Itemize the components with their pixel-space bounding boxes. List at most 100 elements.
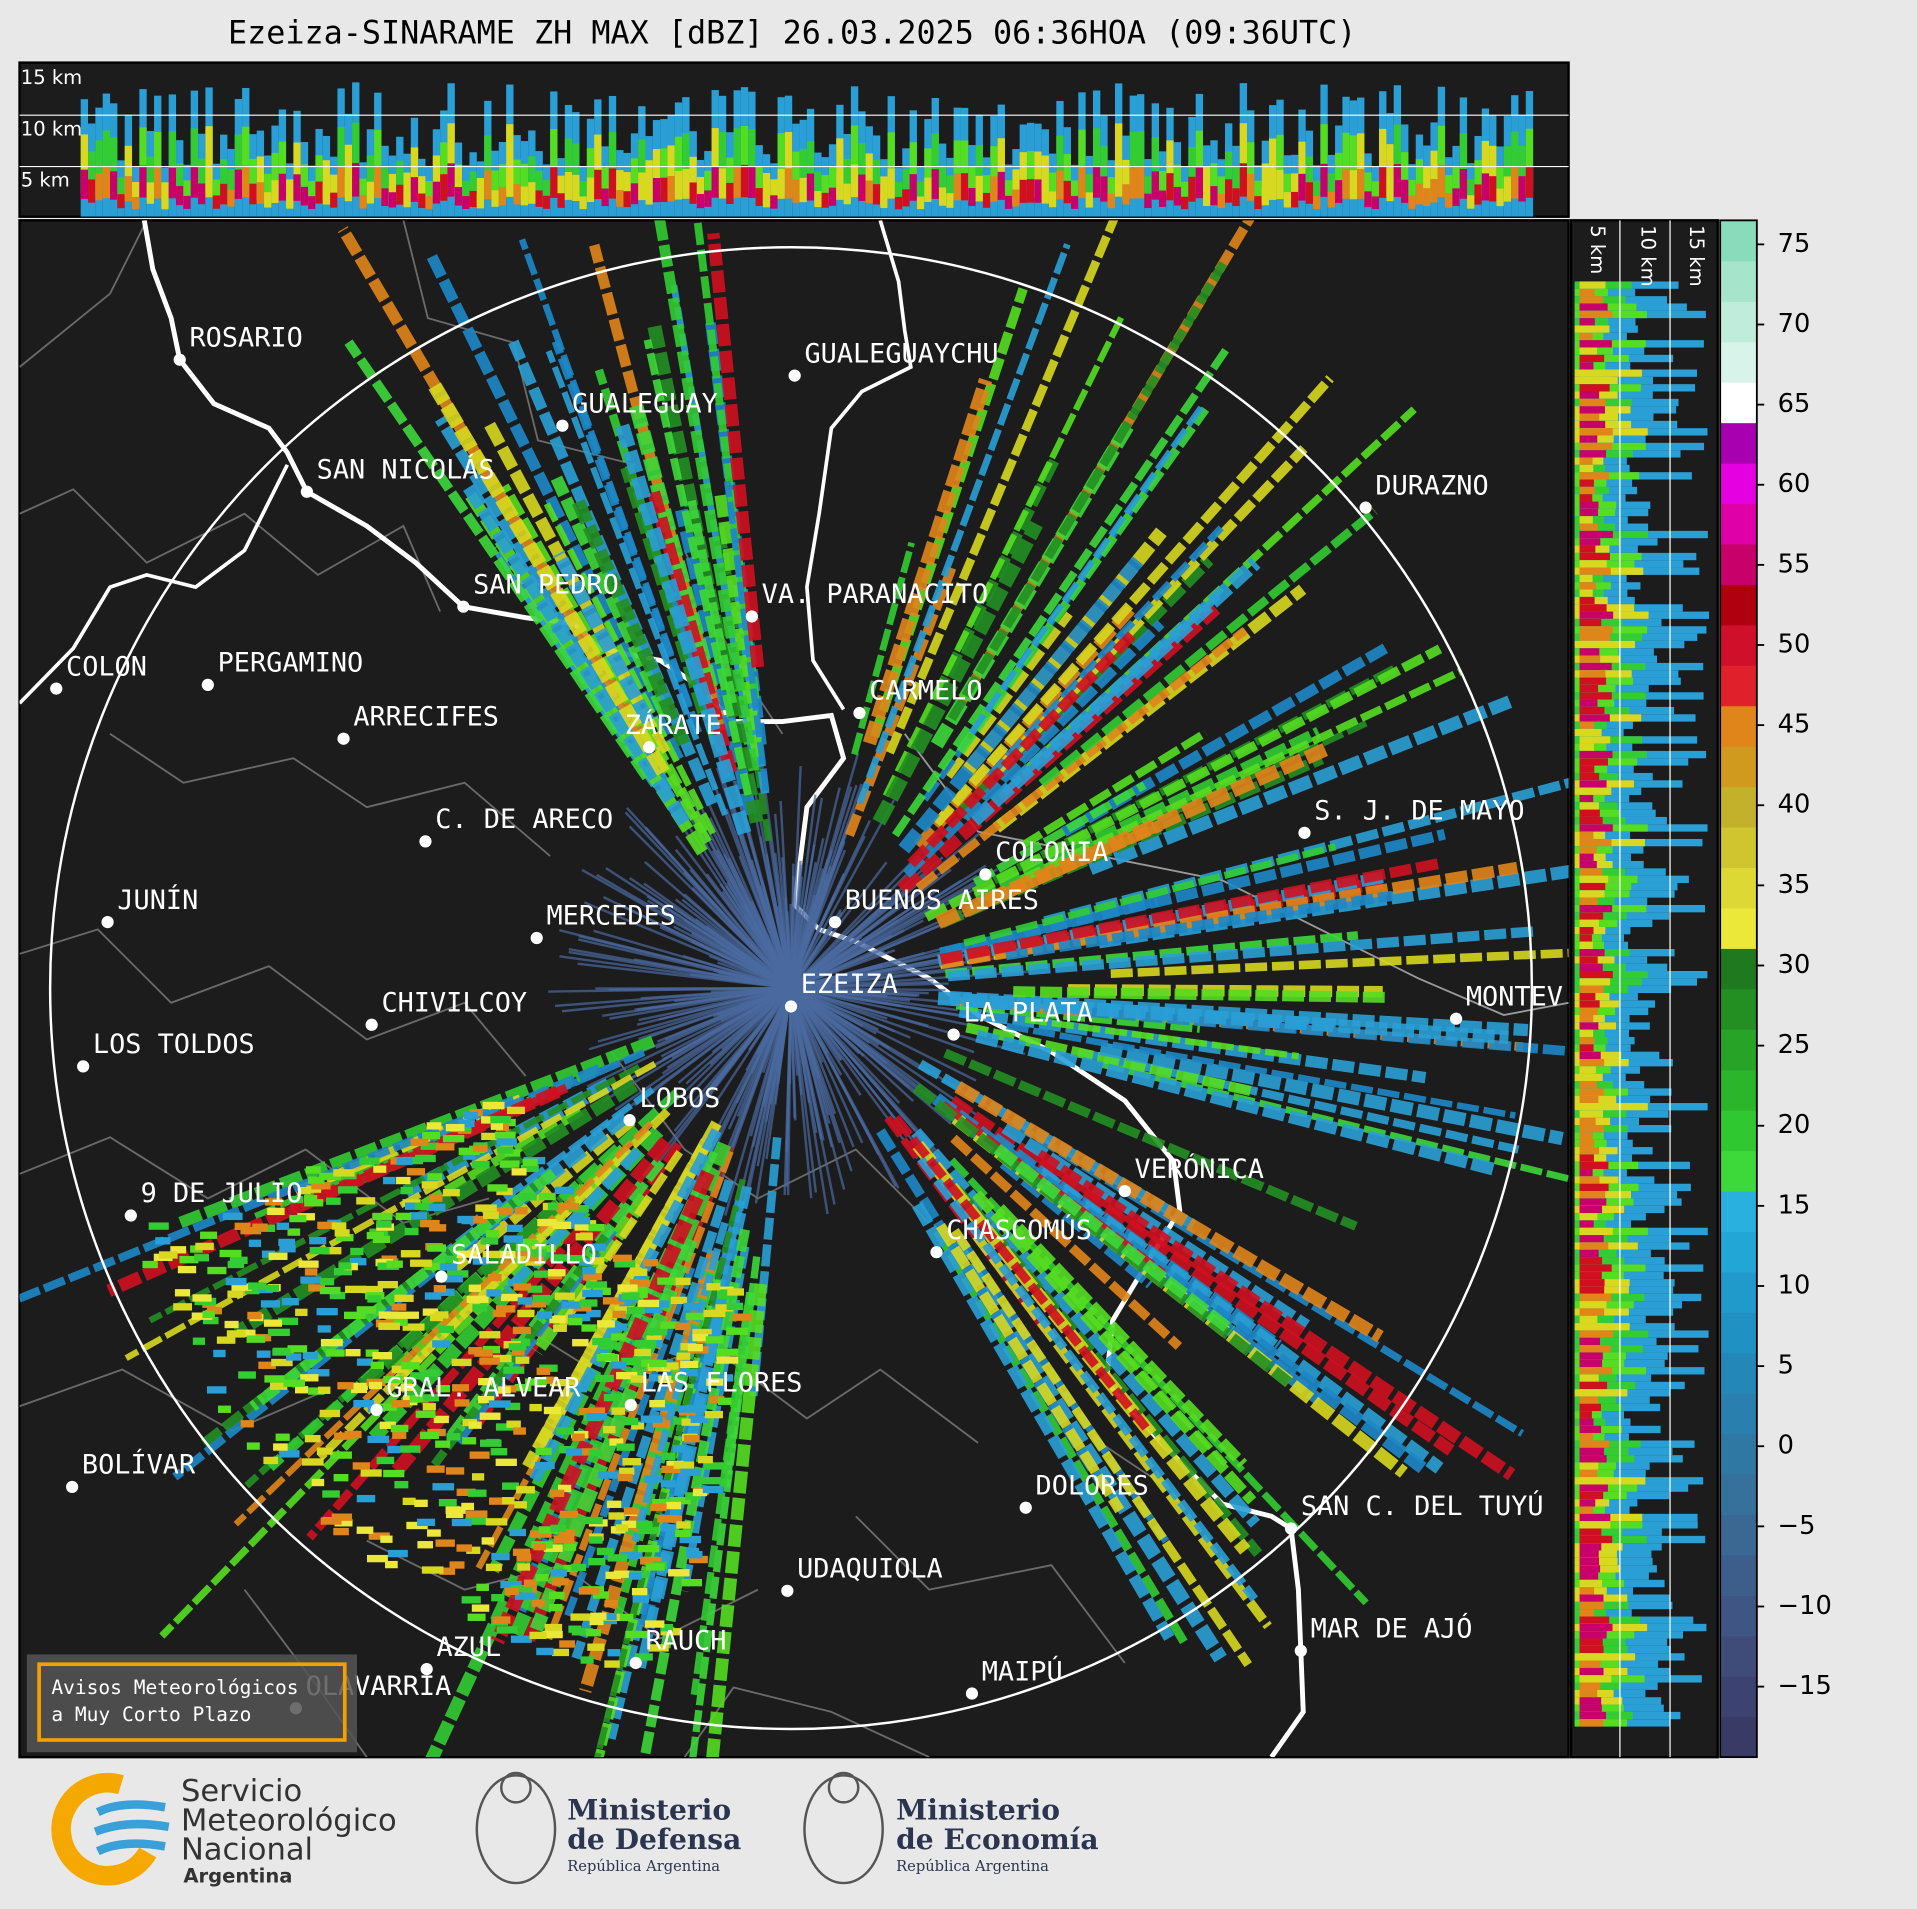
echo-cell (495, 1458, 517, 1466)
echo-cell (622, 1458, 642, 1466)
echo-cell (492, 1616, 511, 1624)
echo-ray (467, 1086, 655, 1227)
echo-ray (933, 375, 1334, 827)
smn-logo: Servicio Meteorológico Nacional Argentin… (51, 1773, 397, 1887)
echo-column (1078, 166, 1086, 199)
echo-column (1401, 179, 1409, 203)
city-dot (781, 1584, 794, 1597)
echo-column (227, 169, 235, 204)
echo-cell (579, 1258, 593, 1266)
notice-box[interactable] (37, 1662, 347, 1742)
echo-row (1579, 494, 1593, 502)
city-label: VERÓNICA (1135, 1153, 1264, 1185)
clutter (636, 986, 792, 1026)
echo-row (1579, 1601, 1605, 1610)
echo-cell (692, 1328, 712, 1337)
colorbar-band (1720, 1676, 1757, 1718)
echo-column (1239, 123, 1248, 190)
echo-column (1151, 171, 1160, 200)
echo-cell (561, 1301, 581, 1309)
echo-column (1254, 196, 1262, 209)
city-label: RAUCH (646, 1626, 727, 1657)
echo-cell (532, 1294, 551, 1303)
echo-column (1019, 152, 1027, 199)
echo-cell (426, 1465, 445, 1473)
echo-cell (503, 1235, 523, 1243)
echo-cell (582, 1289, 603, 1298)
echo-cell (550, 1569, 567, 1577)
echo-cell (322, 1247, 342, 1255)
echo-cell (583, 1273, 602, 1281)
echo-cell (370, 1361, 384, 1370)
notice-text: a Muy Corto Plazo (51, 1703, 251, 1726)
echo-column (1048, 172, 1057, 205)
colorbar-band (1720, 1231, 1757, 1273)
echo-row (1579, 758, 1608, 766)
clutter (790, 986, 902, 1008)
echo-row (1579, 993, 1596, 1001)
city-dot (947, 1028, 960, 1041)
echo-cell (261, 1250, 276, 1258)
colorbar-band (1720, 907, 1757, 949)
echo-ray (947, 926, 1535, 982)
city-label: ROSARIO (189, 322, 302, 353)
echo-cell (439, 1325, 454, 1334)
echo-cell (158, 1251, 178, 1259)
echo-column (484, 170, 492, 200)
echo-cell (375, 1403, 397, 1411)
echo-cell (649, 1359, 667, 1368)
echo-cell (652, 1498, 670, 1507)
clutter (674, 986, 792, 1003)
echo-cell (236, 1329, 256, 1337)
colorbar-band (1720, 948, 1757, 990)
echo-column (579, 181, 587, 207)
echo-ray (912, 1201, 1175, 1641)
echo-column (256, 182, 265, 204)
echo-column (1261, 163, 1270, 202)
echo-column (1335, 180, 1343, 203)
echo-cell (582, 1516, 603, 1525)
echo-column (953, 140, 961, 195)
echo-row (1579, 1066, 1596, 1074)
clutter (790, 965, 973, 990)
echo-cell (692, 1334, 709, 1342)
echo-cell (227, 1260, 245, 1269)
echo-column (359, 178, 367, 206)
echo-column (1166, 173, 1174, 201)
echo-cell (309, 1236, 327, 1245)
echo-row (1579, 428, 1613, 436)
echo-column (689, 156, 697, 200)
echo-row (1579, 802, 1599, 810)
echo-cell (706, 1378, 724, 1386)
echo-ray (545, 349, 729, 817)
echo-cell (304, 1199, 324, 1207)
echo-cell (244, 1286, 260, 1295)
echo-cell (613, 1570, 634, 1578)
echo-cell (297, 1187, 311, 1195)
echo-cell (352, 1462, 370, 1470)
clutter (650, 986, 792, 1038)
echo-cell (536, 1367, 551, 1375)
echo-column (1298, 141, 1306, 196)
echo-column (1313, 196, 1321, 209)
echo-cell (660, 1524, 679, 1532)
echo-column (1291, 173, 1299, 205)
echo-cell (471, 1160, 490, 1169)
echo-column (80, 134, 89, 194)
echo-cell (367, 1554, 388, 1563)
echo-column (513, 159, 521, 201)
echo-row (1579, 934, 1592, 942)
echo-row (1579, 1440, 1610, 1448)
echo-row (1579, 1491, 1604, 1500)
echo-cell (438, 1498, 457, 1507)
city-dot (173, 353, 186, 366)
echo-cell (675, 1322, 691, 1331)
echo-ray (631, 1221, 729, 1543)
colorbar-band (1720, 543, 1757, 585)
echo-cell (592, 1337, 613, 1346)
echo-row (1579, 376, 1600, 385)
echo-column (198, 158, 206, 201)
echo-column (1401, 152, 1409, 199)
city-label: CARMELO (869, 676, 982, 707)
echo-column (425, 181, 433, 207)
